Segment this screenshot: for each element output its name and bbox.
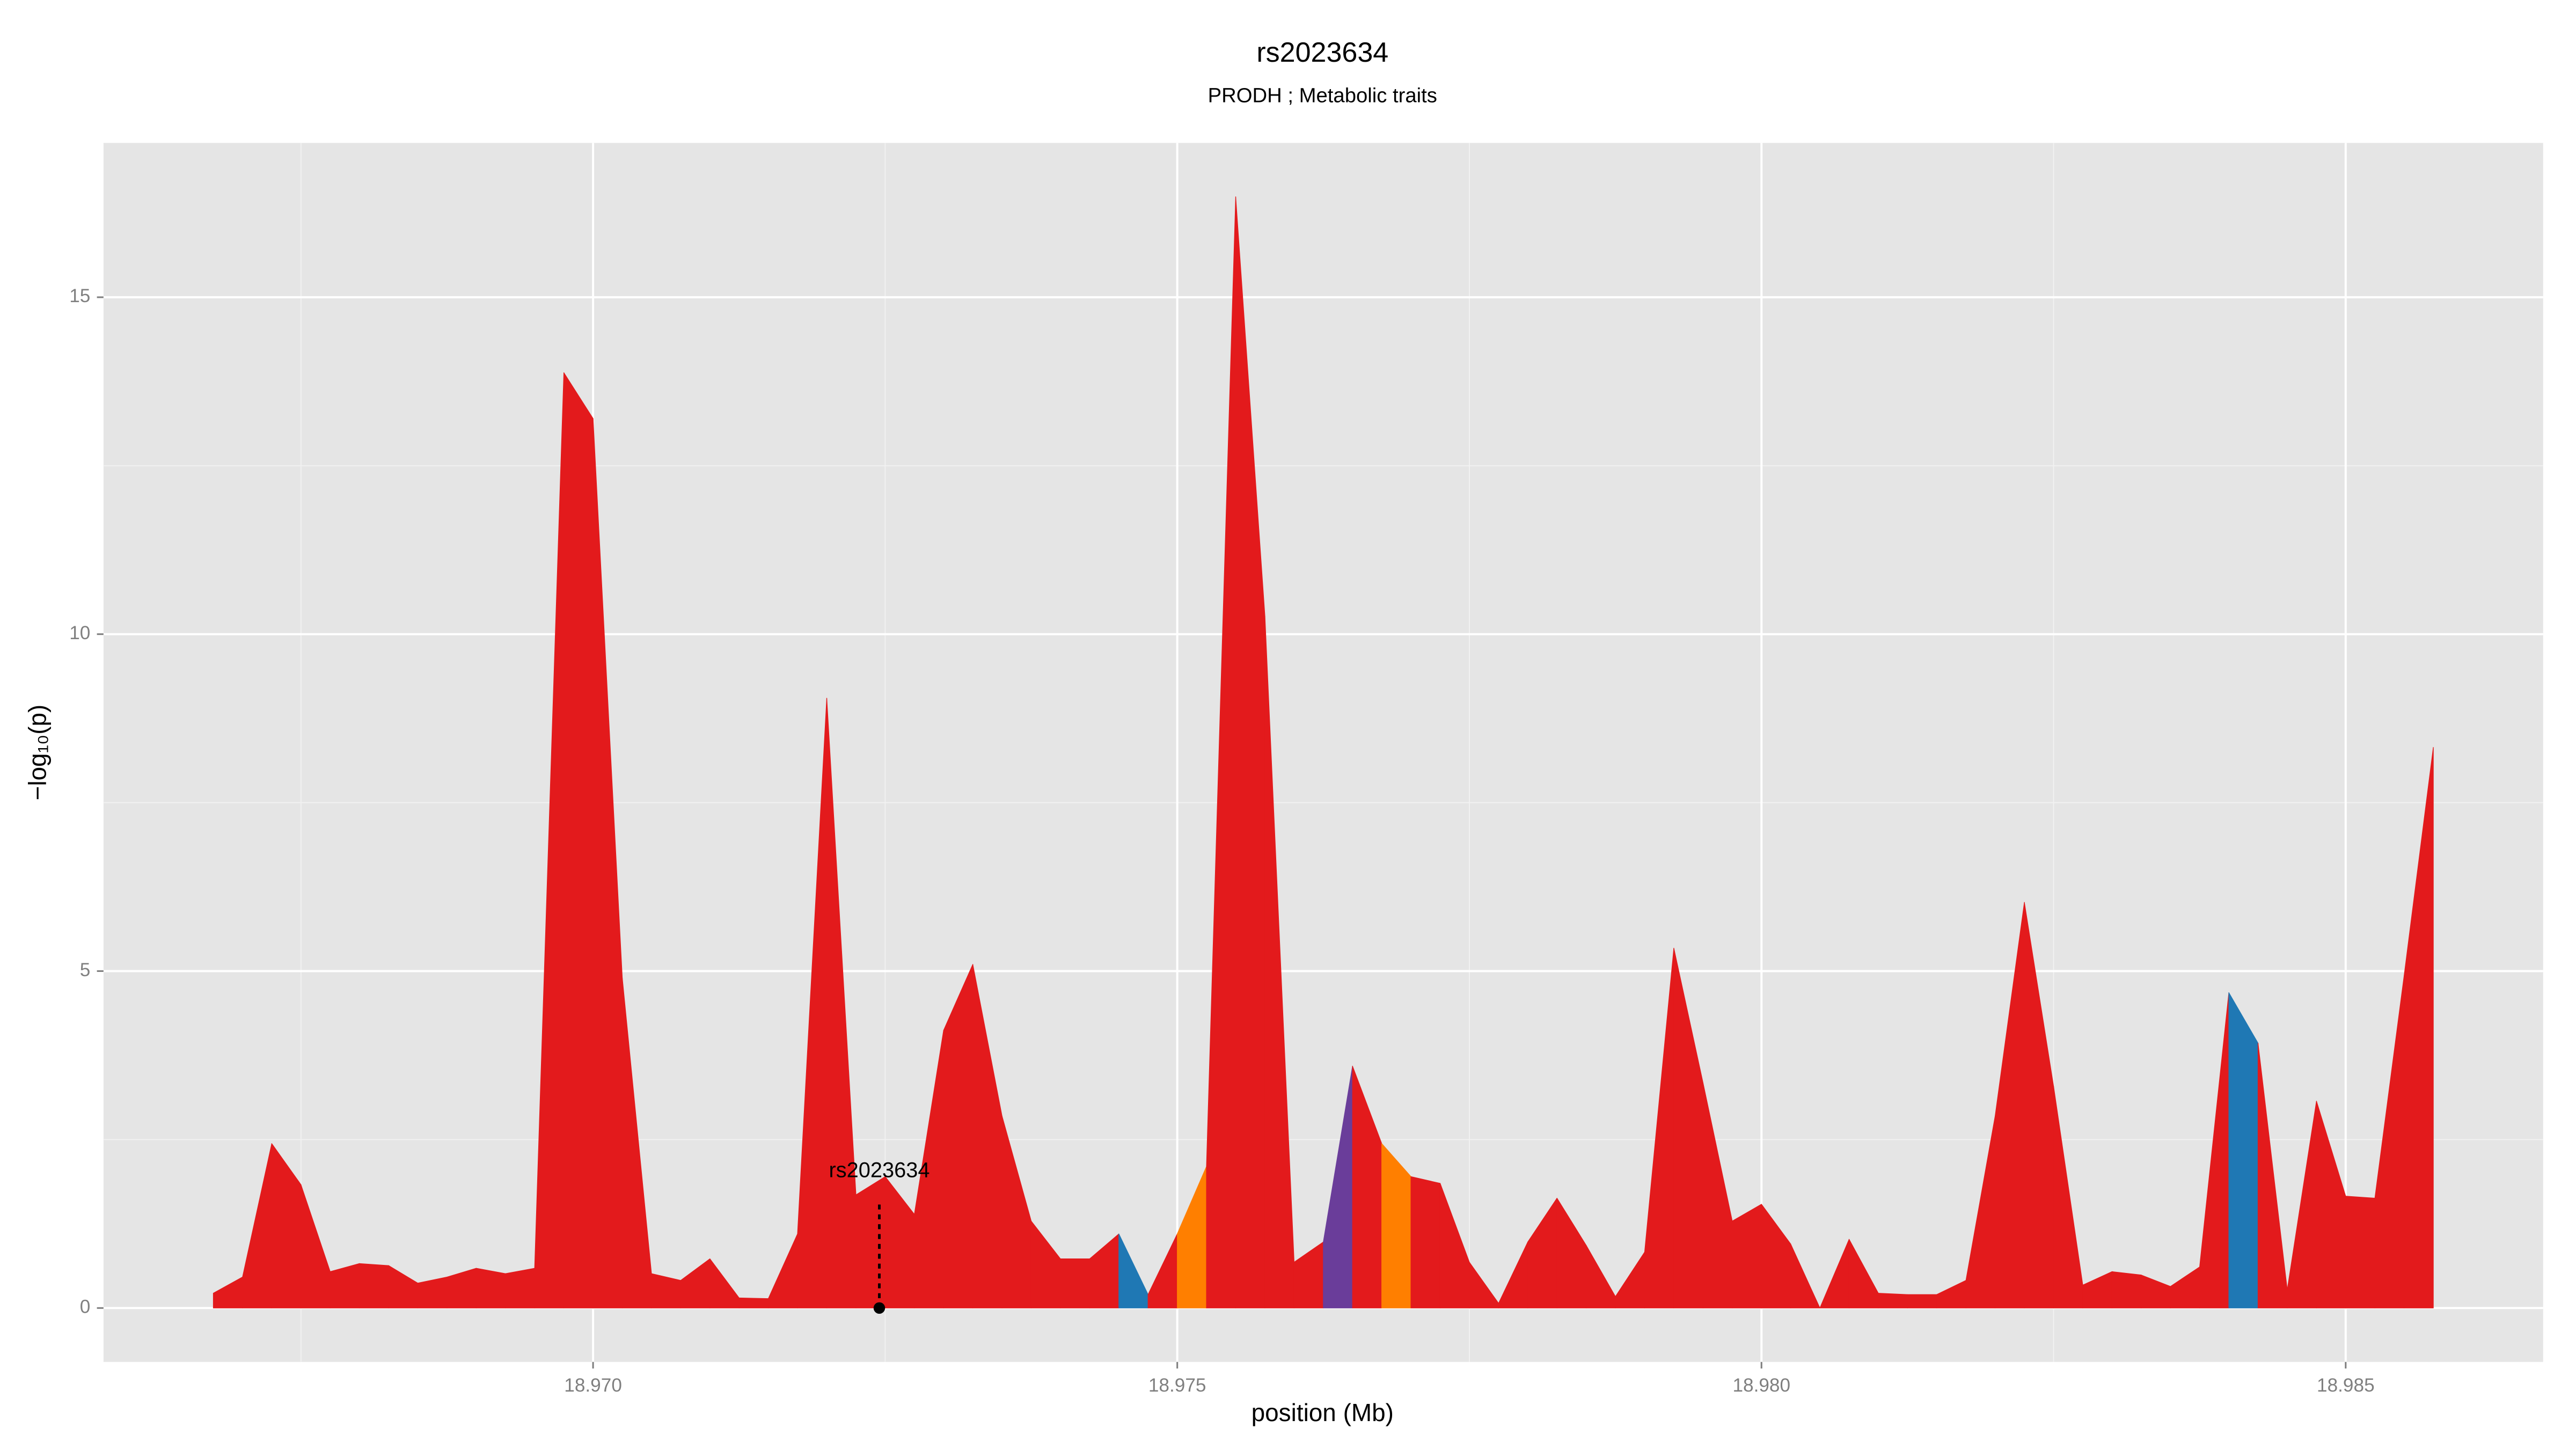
labels: 18.970 18.975 18.980 18.985 0 5 10 15 rs2023634 <box>69 286 2374 1396</box>
area-segment <box>505 1268 535 1308</box>
x-tick-label: 18.970 <box>564 1375 622 1396</box>
area-segment <box>738 1297 769 1308</box>
area-segment <box>330 1263 360 1308</box>
y-tick-label: 5 <box>80 960 91 980</box>
x-tick-label: 18.985 <box>2317 1375 2375 1396</box>
x-tick-label: 18.975 <box>1148 1375 1206 1396</box>
area-segment <box>855 1176 885 1308</box>
marks <box>213 196 2434 1308</box>
y-tick-label: 0 <box>80 1297 91 1318</box>
plot-panel <box>103 143 2543 1362</box>
area-segment <box>2404 747 2434 1308</box>
x-axis-label: position (Mb) <box>1252 1399 1394 1426</box>
chart-title: rs2023634 <box>1256 37 1388 68</box>
chart-subtitle: PRODH ; Metabolic traits <box>1208 84 1437 107</box>
y-tick-label: 10 <box>69 623 90 643</box>
area-segment <box>2228 992 2259 1308</box>
area-segment <box>475 1268 506 1308</box>
area-segment <box>1878 1293 1908 1308</box>
area-segment <box>1907 1294 1937 1308</box>
annotation-label: rs2023634 <box>829 1159 930 1182</box>
area-segment <box>1790 1243 1820 1308</box>
area-segment <box>564 372 594 1308</box>
area-segment <box>1410 1176 1441 1308</box>
annotation-point <box>873 1302 885 1314</box>
x-tick-label: 18.980 <box>1732 1375 1790 1396</box>
area-segment <box>2345 1196 2375 1308</box>
area-segment <box>1060 1258 1090 1308</box>
area-segment <box>1732 1204 1762 1308</box>
y-axis-label: −log₁₀(p) <box>24 705 52 801</box>
y-tick-label: 15 <box>69 286 90 306</box>
area-segment <box>2111 1271 2142 1308</box>
area-segment <box>359 1263 389 1308</box>
